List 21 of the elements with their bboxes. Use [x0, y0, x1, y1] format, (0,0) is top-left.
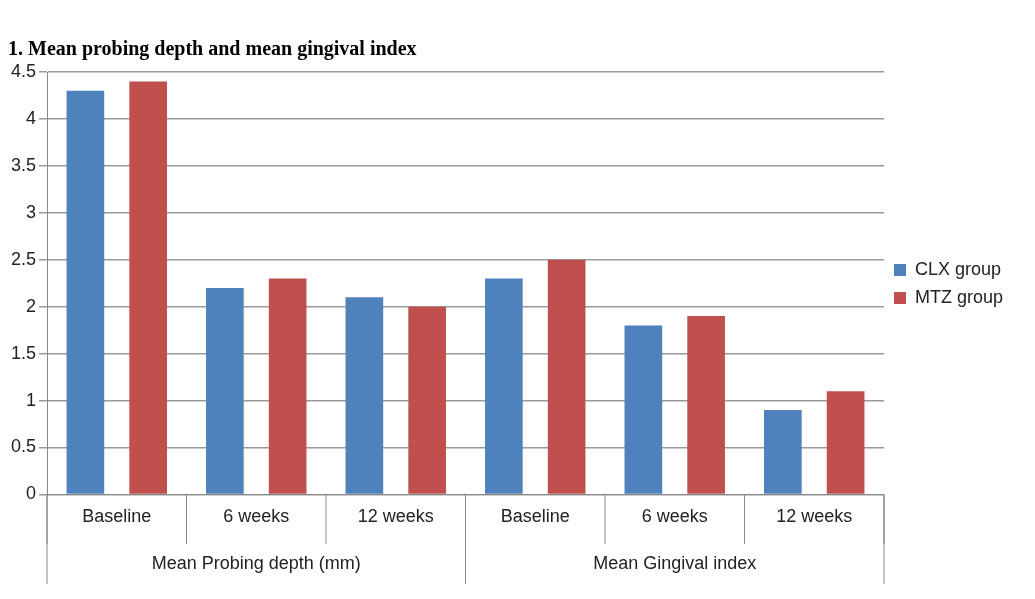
chart-title: 1. Mean probing depth and mean gingival index — [8, 37, 417, 61]
x-tick-label: Baseline — [82, 506, 152, 527]
x-tick-label: 12 weeks — [357, 506, 434, 527]
y-tick-label: 4 — [26, 107, 37, 128]
x-tick-label: 12 weeks — [776, 506, 853, 527]
x-tick-label: 6 weeks — [641, 506, 708, 527]
y-tick-label: 3 — [26, 201, 37, 222]
y-tick-label: 0 — [26, 483, 37, 504]
text: Mean Probing depth (mm) — [151, 552, 361, 573]
y-tick-label: 1 — [26, 389, 37, 410]
y-tick-label: 1.5 — [10, 342, 37, 363]
text: Mean Gingival index — [593, 552, 757, 573]
legend-label: MTZ group — [914, 286, 1004, 307]
y-tick-label: 3.5 — [10, 154, 37, 175]
legend-label: CLX group — [914, 258, 1002, 279]
x-tick-label: Baseline — [500, 506, 570, 527]
y-tick-label: 0.5 — [10, 436, 37, 457]
x-tick-label: 6 weeks — [223, 506, 290, 527]
y-tick-label: 2 — [26, 295, 37, 316]
y-tick-label: 2.5 — [10, 248, 37, 269]
y-tick-label: 4.5 — [10, 60, 37, 81]
